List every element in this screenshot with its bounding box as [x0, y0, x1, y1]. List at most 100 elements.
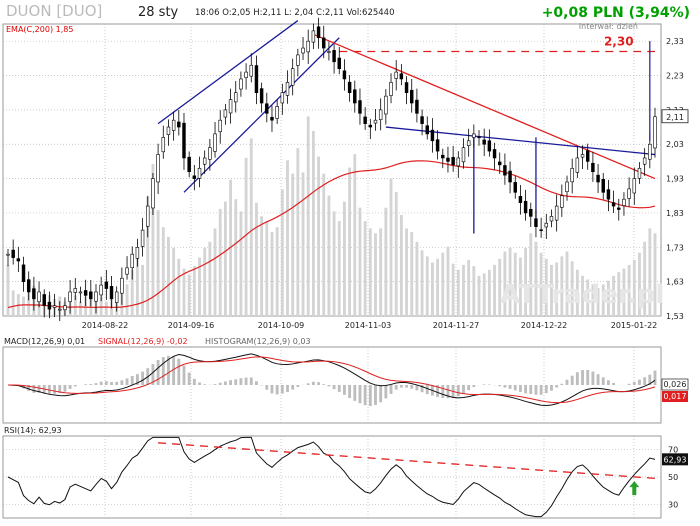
price-tick-label: 2,03 [666, 140, 684, 149]
macd-histogram-bar [612, 383, 615, 385]
price-tick-label: 2,23 [666, 72, 684, 81]
candle-body [250, 65, 253, 76]
macd-histogram-bar [586, 370, 589, 385]
price-tick-label: 2,33 [666, 37, 684, 46]
volume-bar [188, 275, 191, 316]
candle-body [7, 254, 10, 255]
macd-histogram-bar [545, 385, 548, 393]
candle-body [410, 90, 413, 103]
macd-histogram-bar [296, 385, 299, 387]
macd-histogram-bar [369, 385, 372, 406]
ohlc-readout: 18:06 O:2,05 H:2,11 L: 2,04 C:2,11 Vol:6… [195, 8, 395, 18]
candle-body [472, 134, 475, 138]
macd-histogram-bar [307, 383, 310, 385]
candle-body [493, 149, 496, 158]
date-tick-label: 2014-10-09 [258, 321, 305, 330]
candle-body [38, 292, 41, 302]
candle-body [64, 306, 67, 310]
volume-bar [183, 269, 186, 316]
candle-body [22, 265, 25, 282]
candle-body [17, 259, 20, 261]
volume-bar [447, 247, 450, 316]
volume-bar [312, 131, 315, 316]
volume-bar [126, 284, 129, 316]
date-tick-label: 2014-09-16 [168, 321, 215, 330]
candle-body [224, 110, 227, 117]
candle-body [400, 74, 403, 79]
date-tick-label: 2014-12-22 [521, 321, 568, 330]
volume-bar [374, 233, 377, 316]
candle-body [53, 306, 56, 308]
volume-bar [203, 248, 206, 316]
macd-histogram-bar [374, 385, 377, 405]
candle-body [307, 41, 310, 52]
watermark: ATTrader.pl [500, 280, 664, 310]
date-tick-label: 2014-11-03 [345, 321, 392, 330]
volume-bar [224, 202, 227, 316]
candle-body [503, 166, 506, 176]
macd-histogram-bar [115, 382, 118, 385]
volume-bar [239, 211, 242, 316]
macd-histogram-bar [395, 385, 398, 390]
candle-body [162, 137, 165, 151]
macd-histogram-bar [229, 380, 232, 385]
candle-body [441, 155, 444, 158]
candle-body [245, 72, 248, 77]
volume-bar [255, 203, 258, 316]
macd-histogram-bar [498, 385, 501, 386]
macd-histogram-bar [415, 385, 418, 390]
candle-body [379, 110, 382, 120]
macd-histogram-bar [628, 384, 631, 385]
candle-body [183, 123, 186, 158]
macd-histogram-bar [390, 385, 393, 394]
macd-histogram-bar [483, 384, 486, 385]
macd-histogram-bar [84, 384, 87, 385]
macd-histogram-bar [141, 372, 144, 385]
macd-histogram-bar [188, 373, 191, 385]
candle-body [343, 71, 346, 79]
candle-body [177, 122, 180, 127]
macd-histogram-bar [379, 385, 382, 402]
candle-body [131, 254, 134, 268]
macd-histogram-bar [312, 382, 315, 385]
rsi-tick-label: 30 [668, 500, 678, 509]
candle-body [239, 79, 242, 89]
candle-body [105, 282, 108, 289]
macd-histogram-bar [193, 379, 196, 385]
volume-bar [426, 256, 429, 316]
macd-legend: HISTOGRAM(12,26,9) 0,03 [205, 337, 311, 346]
candle-body [157, 155, 160, 182]
volume-bar [167, 237, 170, 316]
candle-body [234, 93, 237, 102]
volume-bar [353, 154, 356, 316]
macd-histogram-bar [602, 377, 605, 385]
candle-body [462, 148, 465, 162]
candle-body [110, 286, 113, 298]
candle-body [524, 201, 527, 213]
volume-bar [245, 158, 248, 316]
volume-bar [343, 202, 346, 316]
macd-histogram-bar [317, 382, 320, 385]
candle-body [426, 126, 429, 134]
macd-histogram-bar [131, 376, 134, 385]
candle-body [591, 163, 594, 171]
candle-body [359, 101, 362, 114]
candle-body [566, 182, 569, 192]
candle-body [436, 140, 439, 151]
macd-legend: SIGNAL(12,26,9) -0,02 [98, 337, 188, 346]
macd-histogram-bar [162, 357, 165, 385]
volume-bar [234, 199, 237, 316]
candle-body [188, 157, 191, 172]
price-tick-label: 1,93 [666, 175, 684, 184]
interval-label: Interwał: dzień [579, 22, 638, 31]
volume-bar [79, 301, 82, 316]
macd-histogram-bar [100, 382, 103, 385]
candle-body [390, 82, 393, 95]
candle-body [374, 120, 377, 123]
volume-bar [488, 270, 491, 316]
macd-legend-name: MACD(12,26,9) [4, 337, 65, 346]
candle-body [286, 82, 289, 95]
candle-body [115, 292, 118, 303]
macd-histogram-bar [384, 385, 387, 398]
candle-body [271, 117, 274, 120]
